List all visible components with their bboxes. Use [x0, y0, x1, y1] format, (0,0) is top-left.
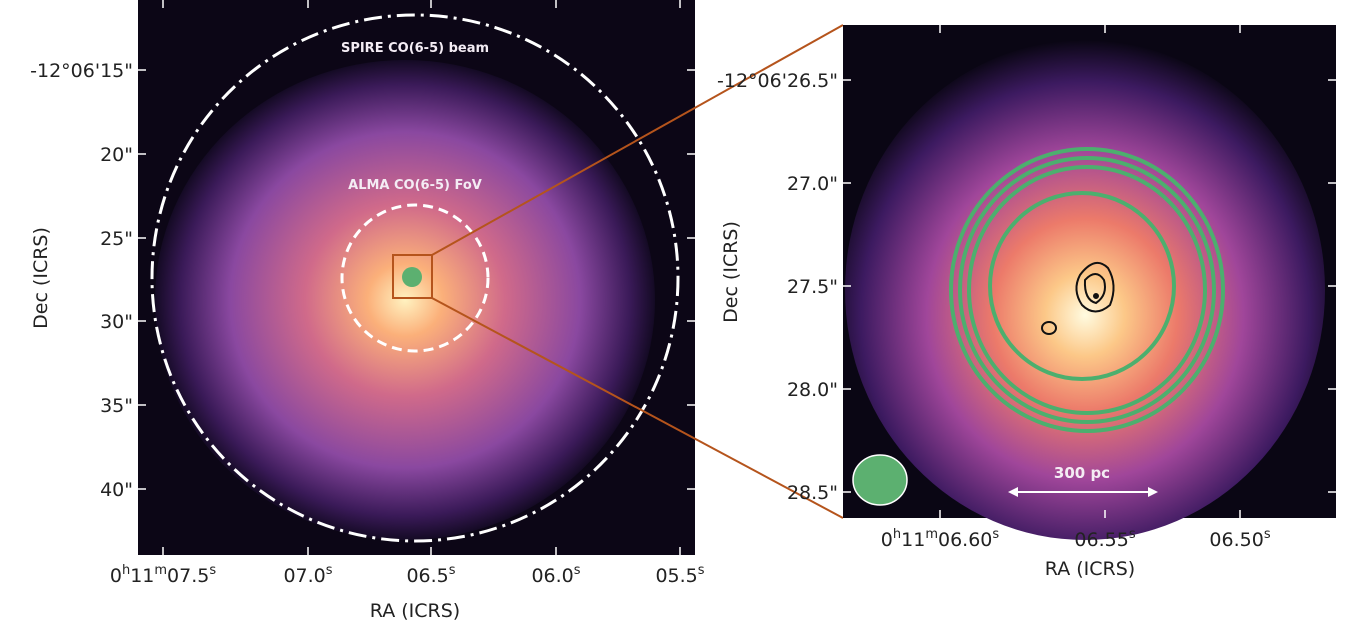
x-tick-label: 05.5s	[655, 563, 704, 587]
tick-sup: s	[1129, 527, 1136, 542]
x-tick-label: 06.5s	[406, 563, 455, 587]
tick-sup: h	[122, 563, 130, 578]
tick-sup: m	[925, 527, 938, 542]
tick-sup: s	[449, 563, 456, 578]
tick-text: 06.5	[406, 565, 448, 587]
x-tick-label: 07.0s	[283, 563, 332, 587]
x-label: RA (ICRS)	[1045, 558, 1135, 580]
tick-sup: s	[209, 563, 216, 578]
tick-sup: h	[893, 527, 901, 542]
tick-text: 11	[901, 529, 925, 551]
left-nebula	[155, 60, 655, 540]
x-label: RA (ICRS)	[370, 600, 460, 622]
y-label: Dec (ICRS)	[30, 227, 52, 329]
tick-text: 06.50	[1209, 529, 1263, 551]
y-tick-label: 30"	[100, 311, 133, 333]
tick-sup: m	[154, 563, 167, 578]
x-tick-label: 0h11m07.5s	[110, 563, 217, 587]
y-tick-label: 27.0"	[787, 173, 838, 195]
scale-label: 300 pc	[1054, 464, 1110, 482]
y-tick-label: 20"	[100, 144, 133, 166]
tick-text: 0	[110, 565, 122, 587]
tick-text: 06.55	[1074, 529, 1128, 551]
tick-text: 07.5	[167, 565, 209, 587]
tick-text: 06.0	[531, 565, 573, 587]
y-tick-label: 25"	[100, 228, 133, 250]
tick-text: 11	[130, 565, 154, 587]
x-tick-label: 06.50s	[1209, 527, 1270, 551]
annotation: ALMA CO(6-5) FoV	[348, 178, 482, 193]
tick-text: 07.0	[283, 565, 325, 587]
x-tick-label: 06.0s	[531, 563, 580, 587]
y-tick-label: 28.5"	[787, 482, 838, 504]
tick-sup: s	[574, 563, 581, 578]
figure: SPIRE CO(6-5) beam ALMA CO(6-5) FoV RA (…	[0, 0, 1352, 631]
y-tick-label: 28.0"	[787, 379, 838, 401]
y-tick-label: -12°06'26.5"	[717, 70, 838, 92]
tick-text: 05.5	[655, 565, 697, 587]
tick-sup: s	[326, 563, 333, 578]
tick-sup: s	[1264, 527, 1271, 542]
x-tick-label: 0h11m06.60s	[881, 527, 1000, 551]
tick-text: 06.60	[938, 529, 992, 551]
beam-ellipse	[853, 455, 907, 505]
tick-sup: s	[992, 527, 999, 542]
y-label: Dec (ICRS)	[720, 221, 742, 323]
y-tick-label: -12°06'15"	[30, 60, 133, 82]
green-beam	[402, 267, 422, 287]
y-tick-label: 35"	[100, 395, 133, 417]
y-tick-label: 27.5"	[787, 276, 838, 298]
tick-sup: s	[698, 563, 705, 578]
tick-text: 0	[881, 529, 893, 551]
x-tick-label: 06.55s	[1074, 527, 1135, 551]
annotation: SPIRE CO(6-5) beam	[341, 41, 489, 56]
y-tick-label: 40"	[100, 479, 133, 501]
